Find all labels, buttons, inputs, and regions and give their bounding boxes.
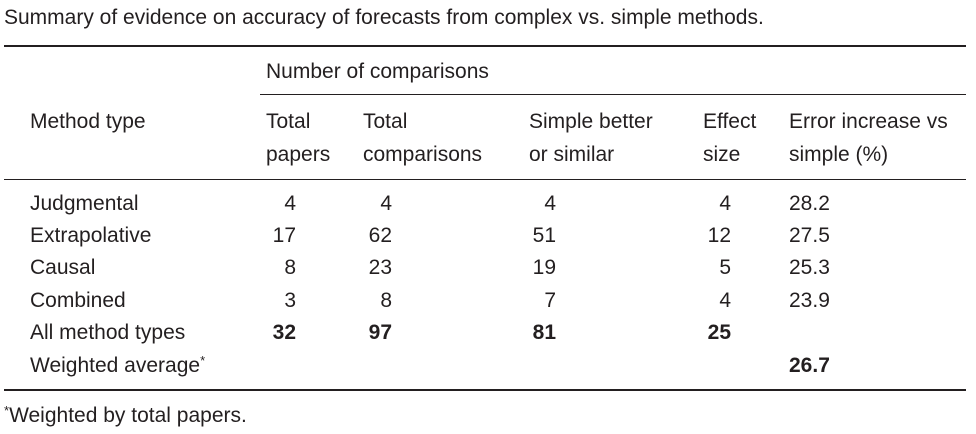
cell-value: 4 — [544, 192, 556, 215]
column-header: Simple better or similar — [529, 110, 653, 166]
title: Summary of evidence on accuracy of forec… — [4, 6, 764, 29]
column-header: Method type — [30, 110, 146, 133]
group-header: Number of comparisons — [266, 60, 489, 83]
cell-value: 23.9 — [789, 289, 830, 312]
cell-value: 5 — [719, 256, 731, 279]
cell-value: 12 — [707, 224, 731, 247]
cell-value: 17 — [272, 224, 296, 247]
cell-value: 19 — [532, 256, 556, 279]
cell-value: 23 — [368, 256, 392, 279]
cell-value: 27.5 — [789, 224, 830, 247]
row-label: Combined — [30, 289, 126, 312]
top-rule — [4, 45, 966, 47]
row-label: Weighted average* — [30, 353, 206, 377]
column-header: Total papers — [266, 110, 331, 166]
group-rule — [260, 94, 966, 95]
cell-value: 81 — [532, 321, 556, 344]
cell-value: 3 — [284, 289, 296, 312]
footnote: *Weighted by total papers. — [4, 400, 247, 432]
column-header: Total comparisons — [363, 110, 483, 166]
cell-value: 97 — [368, 321, 392, 344]
cell-value: 4 — [719, 289, 731, 312]
header-rule — [4, 179, 966, 180]
cell-value: 8 — [380, 289, 392, 312]
column-header: Effect size — [703, 110, 757, 166]
footnote-mark: * — [4, 403, 10, 418]
bottom-rule — [4, 389, 966, 391]
cell-value: 28.2 — [789, 192, 830, 215]
row-label: All method types — [30, 321, 186, 344]
row-label: Judgmental — [30, 192, 139, 215]
cell-value: 25.3 — [789, 256, 830, 279]
row-label: Causal — [30, 256, 96, 279]
column-header: Error increase vs simple (%) — [789, 110, 948, 166]
cell-value: 7 — [544, 289, 556, 312]
cell-value: 32 — [272, 321, 296, 344]
note-mark: * — [200, 353, 206, 368]
cell-value: 4 — [719, 192, 731, 215]
footnote-text: Weighted by total papers. — [9, 404, 247, 427]
cell-value: 8 — [284, 256, 296, 279]
cell-value: 51 — [532, 224, 556, 247]
cell-value: 4 — [284, 192, 296, 215]
cell-value: 26.7 — [789, 354, 830, 377]
cell-value: 62 — [368, 224, 392, 247]
cell-value: 4 — [380, 192, 392, 215]
row-label: Extrapolative — [30, 224, 152, 247]
cell-value: 25 — [707, 321, 731, 344]
